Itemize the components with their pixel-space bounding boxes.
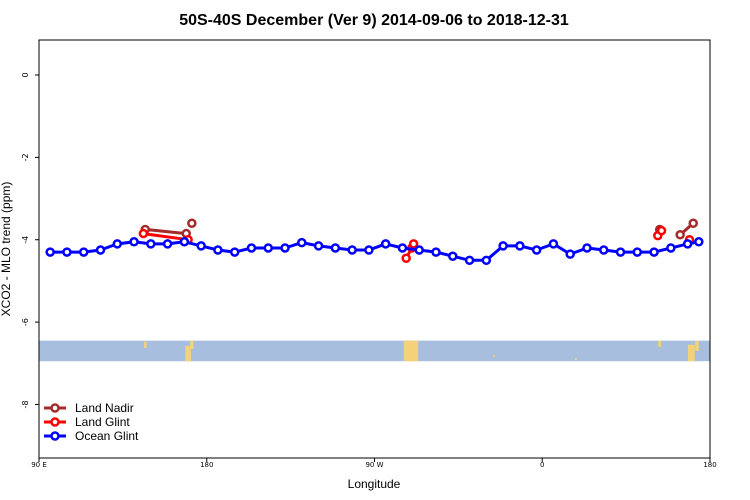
data-point-ocean-glint	[213, 245, 223, 255]
x-tick-label: 90 E	[31, 461, 47, 469]
data-point-ocean-glint	[582, 243, 592, 253]
data-point-ocean-glint	[694, 237, 704, 247]
series-layer	[45, 218, 704, 266]
chart-title: 50S-40S December (Ver 9) 2014-09-06 to 2…	[179, 12, 569, 29]
legend-label-land-glint: Land Glint	[75, 415, 130, 429]
data-point-ocean-glint	[129, 237, 139, 247]
x-axis: 90 E 180 90 W 0 180	[31, 458, 717, 469]
land-patch	[695, 340, 699, 351]
x-tick-label: 90 W	[365, 461, 383, 469]
x-tick-label: 180	[200, 461, 213, 469]
land-patch	[658, 340, 662, 347]
data-point-ocean-glint	[95, 245, 106, 255]
land-patch	[574, 358, 577, 361]
data-point-land-nadir	[675, 230, 685, 240]
land-patch	[492, 355, 495, 358]
legend-marker-land-nadir	[50, 403, 60, 413]
data-point-land-glint	[401, 253, 411, 264]
data-point-ocean-glint	[330, 243, 341, 253]
series-line-ocean-glint	[50, 240, 700, 262]
data-point-ocean-glint	[364, 245, 374, 255]
land-patch	[409, 340, 419, 362]
data-point-ocean-glint	[548, 239, 559, 249]
legend: Land Nadir Land Glint Ocean Glint	[44, 401, 139, 443]
y-tick-label: -4	[21, 236, 30, 244]
data-point-ocean-glint	[615, 247, 626, 257]
data-point-ocean-glint	[599, 245, 609, 255]
data-point-ocean-glint	[515, 241, 525, 251]
series-ocean-glint	[45, 237, 704, 266]
data-point-land-glint	[138, 228, 149, 239]
data-point-ocean-glint	[414, 245, 424, 255]
land-patch	[190, 340, 194, 349]
data-point-ocean-glint	[632, 247, 643, 257]
y-tick-label: -6	[21, 318, 30, 326]
data-point-ocean-glint	[531, 245, 542, 255]
land-patch	[143, 341, 147, 348]
data-point-ocean-glint	[45, 247, 55, 257]
series-line-land-glint	[143, 232, 189, 242]
series-land-glint	[138, 225, 695, 264]
y-axis-label: XCO2 - MLO trend (ppm)	[0, 182, 13, 317]
data-point-ocean-glint	[280, 243, 290, 253]
legend-marker-ocean-glint	[50, 431, 60, 441]
y-tick-label: 0	[21, 72, 30, 77]
data-point-ocean-glint	[666, 243, 676, 253]
series-land-nadir	[140, 218, 698, 240]
y-tick-label: -8	[21, 400, 30, 408]
data-point-ocean-glint	[313, 241, 324, 251]
data-point-ocean-glint	[146, 239, 156, 249]
y-axis: 0 -2 -4 -6 -8	[21, 72, 39, 408]
data-point-ocean-glint	[397, 243, 408, 253]
data-point-ocean-glint	[565, 249, 575, 259]
legend-marker-land-glint	[50, 417, 60, 427]
data-point-ocean-glint	[448, 251, 458, 261]
x-tick-label: 180	[703, 461, 716, 469]
data-point-ocean-glint	[464, 255, 475, 266]
land-patch	[688, 344, 695, 362]
data-point-ocean-glint	[649, 247, 659, 257]
x-axis-label: Longitude	[348, 477, 401, 491]
data-point-ocean-glint	[196, 241, 206, 251]
data-point-land-nadir	[187, 218, 197, 229]
data-point-ocean-glint	[246, 243, 257, 253]
data-point-ocean-glint	[297, 237, 307, 248]
data-point-ocean-glint	[78, 247, 89, 257]
data-point-ocean-glint	[229, 247, 240, 257]
data-point-ocean-glint	[682, 239, 693, 249]
data-point-land-nadir	[688, 218, 698, 229]
land-mask-band	[39, 340, 710, 362]
legend-label-ocean-glint: Ocean Glint	[75, 429, 139, 443]
data-point-ocean-glint	[62, 247, 72, 257]
data-point-ocean-glint	[179, 237, 190, 247]
data-point-ocean-glint	[481, 255, 492, 266]
x-tick-label: 0	[540, 461, 544, 469]
data-point-land-glint	[408, 239, 419, 249]
land-patch	[185, 345, 191, 362]
data-point-ocean-glint	[263, 243, 274, 253]
legend-label-land-nadir: Land Nadir	[75, 401, 134, 415]
data-point-ocean-glint	[112, 239, 123, 249]
ocean-band	[39, 340, 710, 362]
data-point-ocean-glint	[431, 247, 441, 257]
y-tick-label: -2	[21, 153, 30, 161]
data-point-ocean-glint	[380, 239, 391, 249]
data-point-land-glint	[656, 225, 667, 236]
data-point-ocean-glint	[498, 241, 508, 251]
data-point-ocean-glint	[162, 239, 173, 249]
data-point-ocean-glint	[347, 245, 357, 255]
series-line-land-nadir	[145, 227, 187, 236]
